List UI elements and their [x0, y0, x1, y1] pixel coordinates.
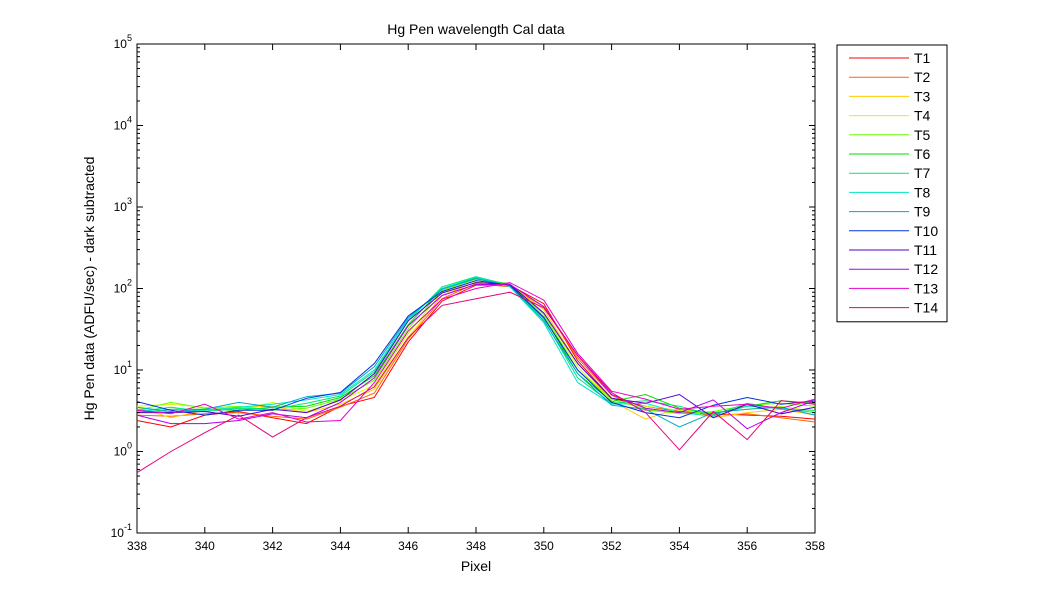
y-tick-label: 100	[114, 441, 132, 459]
y-tick-label: 101	[114, 359, 132, 377]
x-tick-label: 346	[398, 539, 418, 553]
y-tick-exponent: 5	[127, 33, 132, 43]
legend-label: T6	[914, 146, 931, 162]
legend-label: T5	[914, 127, 931, 143]
y-tick-label: 105	[114, 33, 132, 51]
x-tick-label: 342	[263, 539, 283, 553]
x-tick-label: 350	[534, 539, 554, 553]
y-tick-exponent: -1	[124, 522, 132, 532]
y-tick-exponent: 4	[127, 115, 132, 125]
x-tick-label: 352	[602, 539, 622, 553]
series-line-t12	[136, 284, 816, 430]
x-tick-label: 354	[669, 539, 689, 553]
x-axis-label: Pixel	[461, 558, 491, 574]
y-tick-base: 10	[114, 363, 128, 377]
legend-label: T1	[914, 50, 931, 66]
y-tick-base: 10	[114, 282, 128, 296]
y-tick-label: 104	[114, 115, 132, 133]
series-line-t13	[136, 282, 816, 423]
y-tick-base: 10	[111, 526, 125, 540]
y-tick-exponent: 3	[127, 196, 132, 206]
x-tick-label: 338	[127, 539, 147, 553]
axis-ticks: 338 340 342 344 346 348 350 352 354 356 35810-1100…	[111, 33, 826, 553]
y-tick-exponent: 2	[127, 278, 132, 288]
y-tick-exponent: 0	[127, 441, 132, 451]
legend: T1 T2 T3 T4 T5 T6 T7 T8 T9 T10 T11 T12 T13 T14	[836, 44, 948, 323]
y-tick-label: 103	[114, 196, 132, 214]
legend-label: T14	[914, 300, 938, 316]
series-line-t14	[136, 291, 816, 474]
legend-label: T8	[914, 184, 931, 200]
legend-label: T7	[914, 165, 931, 181]
y-axis-label: Hg Pen data (ADFU/sec) - dark subtracted	[81, 157, 97, 421]
x-tick-label: 344	[330, 539, 350, 553]
x-tick-label: 340	[195, 539, 215, 553]
y-tick-label: 10-1	[111, 522, 132, 540]
series-layer	[136, 276, 816, 474]
legend-box	[836, 44, 948, 323]
y-tick-exponent: 1	[127, 359, 132, 369]
y-tick-label: 102	[114, 278, 132, 296]
legend-label: T2	[914, 69, 931, 85]
legend-label: T9	[914, 204, 931, 220]
x-tick-label: 358	[805, 539, 825, 553]
y-tick-base: 10	[114, 445, 128, 459]
legend-label: T13	[914, 280, 938, 296]
chart-title: Hg Pen wavelength Cal data	[387, 21, 565, 37]
legend-label: T3	[914, 88, 931, 104]
legend-label: T10	[914, 223, 938, 239]
legend-label: T12	[914, 261, 938, 277]
x-tick-label: 348	[466, 539, 486, 553]
y-tick-base: 10	[114, 200, 128, 214]
series-line-t8	[136, 276, 816, 417]
series-line-t11	[137, 282, 816, 419]
x-tick-label: 356	[737, 539, 757, 553]
legend-label: T11	[914, 242, 937, 258]
y-tick-base: 10	[114, 37, 128, 51]
y-tick-base: 10	[114, 119, 128, 133]
series-line-t9	[136, 278, 816, 428]
legend-label: T4	[914, 108, 931, 124]
